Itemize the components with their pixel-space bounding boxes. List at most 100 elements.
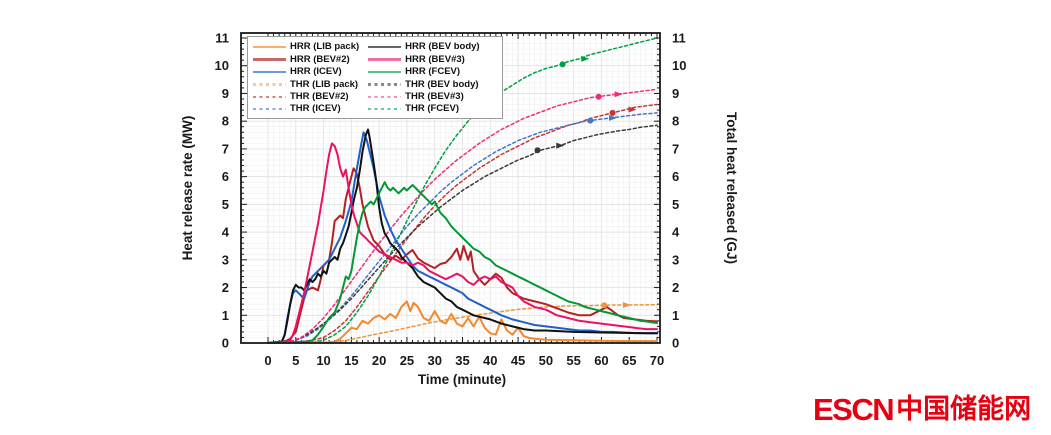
series-thr-bev-body- (267, 124, 658, 344)
thr-dot-marker (587, 117, 594, 124)
thr-arrow-marker (622, 302, 631, 309)
y-right-tick-label: 2 (672, 280, 679, 295)
y-left-tick-label: 11 (215, 31, 229, 46)
x-tick-label: 30 (427, 353, 441, 368)
y-left-tick-label: 7 (222, 141, 229, 156)
series-hrr-lib-pack- (267, 300, 658, 344)
x-tick-label: 50 (539, 353, 553, 368)
series-hrr-bev-body- (267, 128, 658, 344)
series-thr-lib-pack- (267, 303, 658, 344)
legend-line-sample (368, 95, 402, 98)
y-right-tick-label: 6 (672, 169, 679, 184)
x-tick-label: 25 (400, 353, 414, 368)
series-markers (534, 55, 637, 309)
y-right-tick-label: 4 (672, 225, 680, 240)
x-axis-title: Time (minute) (418, 372, 506, 387)
y-right-tick-label: 1 (672, 308, 679, 323)
legend-line-sample (368, 70, 402, 74)
x-tick-label: 5 (292, 353, 299, 368)
legend-item: HRR (BEV body) (368, 41, 480, 53)
y-left-tick-label: 6 (222, 169, 229, 184)
x-tick-label: 10 (316, 353, 330, 368)
thr-arrow-marker (581, 55, 590, 62)
legend-line-sample (368, 83, 402, 86)
x-tick-label: 15 (344, 353, 358, 368)
legend-item: THR (ICEV) (253, 103, 359, 115)
series-thr-bev-2- (267, 103, 658, 344)
legend-item: THR (BEV#2) (253, 91, 359, 103)
escn-logo-cjk: 中国储能网 (896, 393, 1032, 424)
legend-label: HRR (ICEV) (290, 66, 342, 78)
legend-label: THR (LIB pack) (290, 78, 359, 90)
x-tick-label: 40 (483, 353, 497, 368)
legend-label: HRR (LIB pack) (290, 41, 360, 53)
thr-dot-marker (534, 147, 541, 154)
y-right-tick-label: 3 (672, 252, 679, 267)
legend-label: THR (BEV#3) (405, 91, 464, 102)
legend-line-sample (368, 107, 402, 111)
series-hrr-bev-3- (267, 142, 658, 344)
legend-item: THR (FCEV) (368, 103, 479, 115)
x-tick-label: 45 (511, 353, 525, 368)
y-right-tick-label: 8 (672, 114, 679, 129)
legend-label: HRR (FCEV) (405, 66, 461, 78)
legend-item: HRR (LIB pack) (253, 41, 359, 53)
tick-labels: 0 5 10 15 20 25 30 35 40 45 50 55 60 65 700 01 12 23 34 45 5… (215, 31, 687, 369)
y-left-tick-label: 9 (222, 86, 229, 101)
y-right-tick-label: 9 (672, 86, 679, 101)
legend-item: THR (BEV#3) (368, 91, 479, 103)
x-tick-label: 0 (264, 353, 271, 368)
legend-item: THR (LIB pack) (253, 78, 359, 90)
y-right-tick-label: 11 (672, 31, 686, 46)
thr-dot-marker (559, 61, 566, 68)
y-left-tick-label: 10 (215, 58, 229, 73)
legend-item: THR (BEV body) (368, 78, 479, 90)
legend-item: HRR (BEV#2) (253, 53, 359, 65)
y-left-tick-label: 4 (222, 225, 230, 240)
x-tick-label: 60 (594, 353, 608, 368)
legend-line-sample (253, 83, 286, 86)
legend-label: HRR (BEV#3) (405, 53, 465, 65)
legend-label: HRR (BEV body) (405, 41, 480, 53)
x-tick-label: 20 (372, 353, 386, 368)
thr-dot-marker (601, 302, 608, 309)
legend-line-sample (253, 58, 286, 61)
y-right-tick-label: 0 (672, 336, 679, 351)
thr-dot-marker (609, 109, 616, 116)
thr-arrow-marker (628, 106, 637, 113)
thr-arrow-marker (614, 91, 623, 98)
legend-label: THR (BEV body) (405, 78, 479, 90)
chart-legend: HRR (LIB pack) HRR (BEV#2) HRR (ICEV) THR (… (247, 36, 503, 120)
y-left-tick-label: 2 (222, 280, 229, 295)
legend-label: THR (FCEV) (405, 103, 459, 115)
y-left-tick-label: 3 (222, 252, 229, 267)
series-hrr-fcev- (267, 181, 658, 344)
legend-line-sample (368, 46, 402, 49)
legend-item: HRR (ICEV) (253, 66, 359, 78)
y-right-tick-label: 10 (672, 58, 686, 73)
y-left-tick-label: 0 (222, 336, 229, 351)
x-tick-label: 55 (566, 353, 580, 368)
y-right-tick-label: 7 (672, 141, 679, 156)
legend-line-sample (253, 95, 286, 98)
y-left-tick-label: 5 (222, 197, 229, 212)
legend-item: HRR (BEV#3) (368, 53, 479, 65)
thr-dot-marker (595, 93, 602, 100)
legend-line-sample (253, 70, 286, 74)
y-axis-right-title: Total heat released (GJ) (724, 112, 739, 264)
series-hrr-icev- (267, 131, 658, 344)
y-right-tick-label: 5 (672, 197, 679, 212)
legend-line-sample (368, 58, 402, 61)
x-tick-label: 35 (455, 353, 469, 368)
plot-frame (240, 32, 661, 344)
x-tick-label: 65 (622, 353, 636, 368)
legend-label: HRR (BEV#2) (290, 53, 350, 65)
thr-arrow-marker (609, 114, 618, 121)
legend-line-sample (253, 107, 286, 111)
y-left-tick-label: 1 (222, 308, 229, 323)
thr-arrow-marker (556, 142, 565, 149)
series-thr-bev-3- (267, 88, 658, 344)
y-axis-left-title: Heat release rate (MW) (180, 116, 195, 261)
legend-line-sample (253, 46, 286, 49)
